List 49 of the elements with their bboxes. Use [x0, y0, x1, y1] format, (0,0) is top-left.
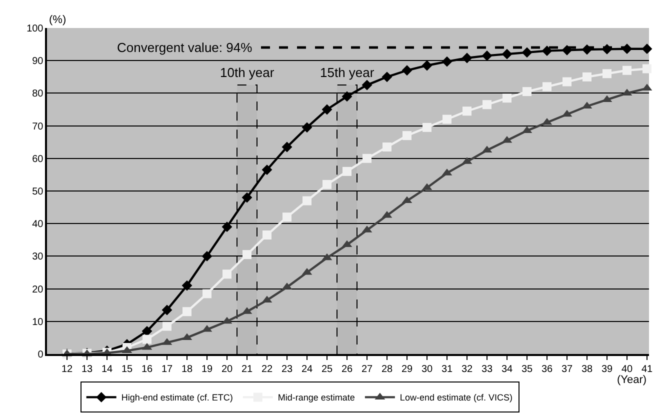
x-tick-label: 26 [341, 364, 353, 375]
x-tick-label: 39 [601, 364, 613, 375]
y-tick-label: 60 [32, 154, 44, 165]
y-tick-label: 10 [32, 316, 44, 328]
x-tick-label: 27 [361, 364, 373, 375]
y-tick-label: 70 [32, 121, 44, 132]
x-tick-label: 13 [81, 364, 93, 375]
x-tick-label: 35 [521, 364, 533, 375]
y-tick-label: 50 [32, 186, 44, 198]
x-tick-label: 25 [321, 364, 333, 375]
x-tick-label: 23 [281, 364, 293, 375]
x-tick-label: 16 [141, 364, 153, 375]
x-tick-label: 18 [181, 364, 193, 375]
x-tick-label: 15 [121, 364, 133, 375]
ref-line-label: Convergent value: 94% [117, 40, 253, 55]
x-tick-label: 32 [461, 364, 473, 375]
y-tick-label: 80 [32, 88, 44, 100]
x-tick-label: 36 [541, 364, 553, 375]
x-tick-label: 30 [421, 364, 433, 375]
y-tick-label: 100 [26, 24, 44, 34]
y-tick-label: 20 [32, 284, 44, 296]
legend-label: High-end estimate (cf. ETC) [121, 392, 233, 403]
band-label: 15th year [320, 65, 375, 80]
x-tick-label: 38 [581, 364, 593, 375]
x-tick-label: 28 [381, 364, 393, 375]
x-axis-title: (Year) [617, 374, 647, 386]
x-tick-label: 22 [261, 364, 273, 375]
legend-label: Low-end estimate (cf. VICS) [400, 392, 512, 403]
x-tick-label: 24 [301, 364, 313, 375]
x-tick-label: 41 [641, 364, 653, 375]
band-label: 10th year [220, 65, 275, 80]
y-tick-label: 30 [32, 252, 44, 263]
x-tick-label: 40 [621, 364, 633, 375]
x-tick-label: 21 [241, 364, 253, 375]
legend-label: Mid-range estimate [278, 392, 355, 403]
x-tick-label: 29 [401, 364, 413, 375]
y-tick-label: 0 [38, 350, 44, 360]
y-tick-label: 90 [32, 56, 44, 68]
y-axis-title: (%) [49, 14, 66, 26]
x-tick-label: 31 [441, 364, 453, 375]
x-tick-label: 14 [101, 364, 113, 375]
y-tick-label: 40 [32, 219, 44, 230]
x-tick-label: 12 [61, 364, 73, 375]
x-tick-label: 34 [501, 364, 513, 375]
x-tick-label: 37 [561, 364, 573, 375]
x-tick-label: 17 [161, 364, 173, 375]
x-tick-label: 19 [201, 364, 213, 375]
x-tick-label: 20 [221, 364, 233, 375]
x-tick-label: 33 [481, 364, 493, 375]
